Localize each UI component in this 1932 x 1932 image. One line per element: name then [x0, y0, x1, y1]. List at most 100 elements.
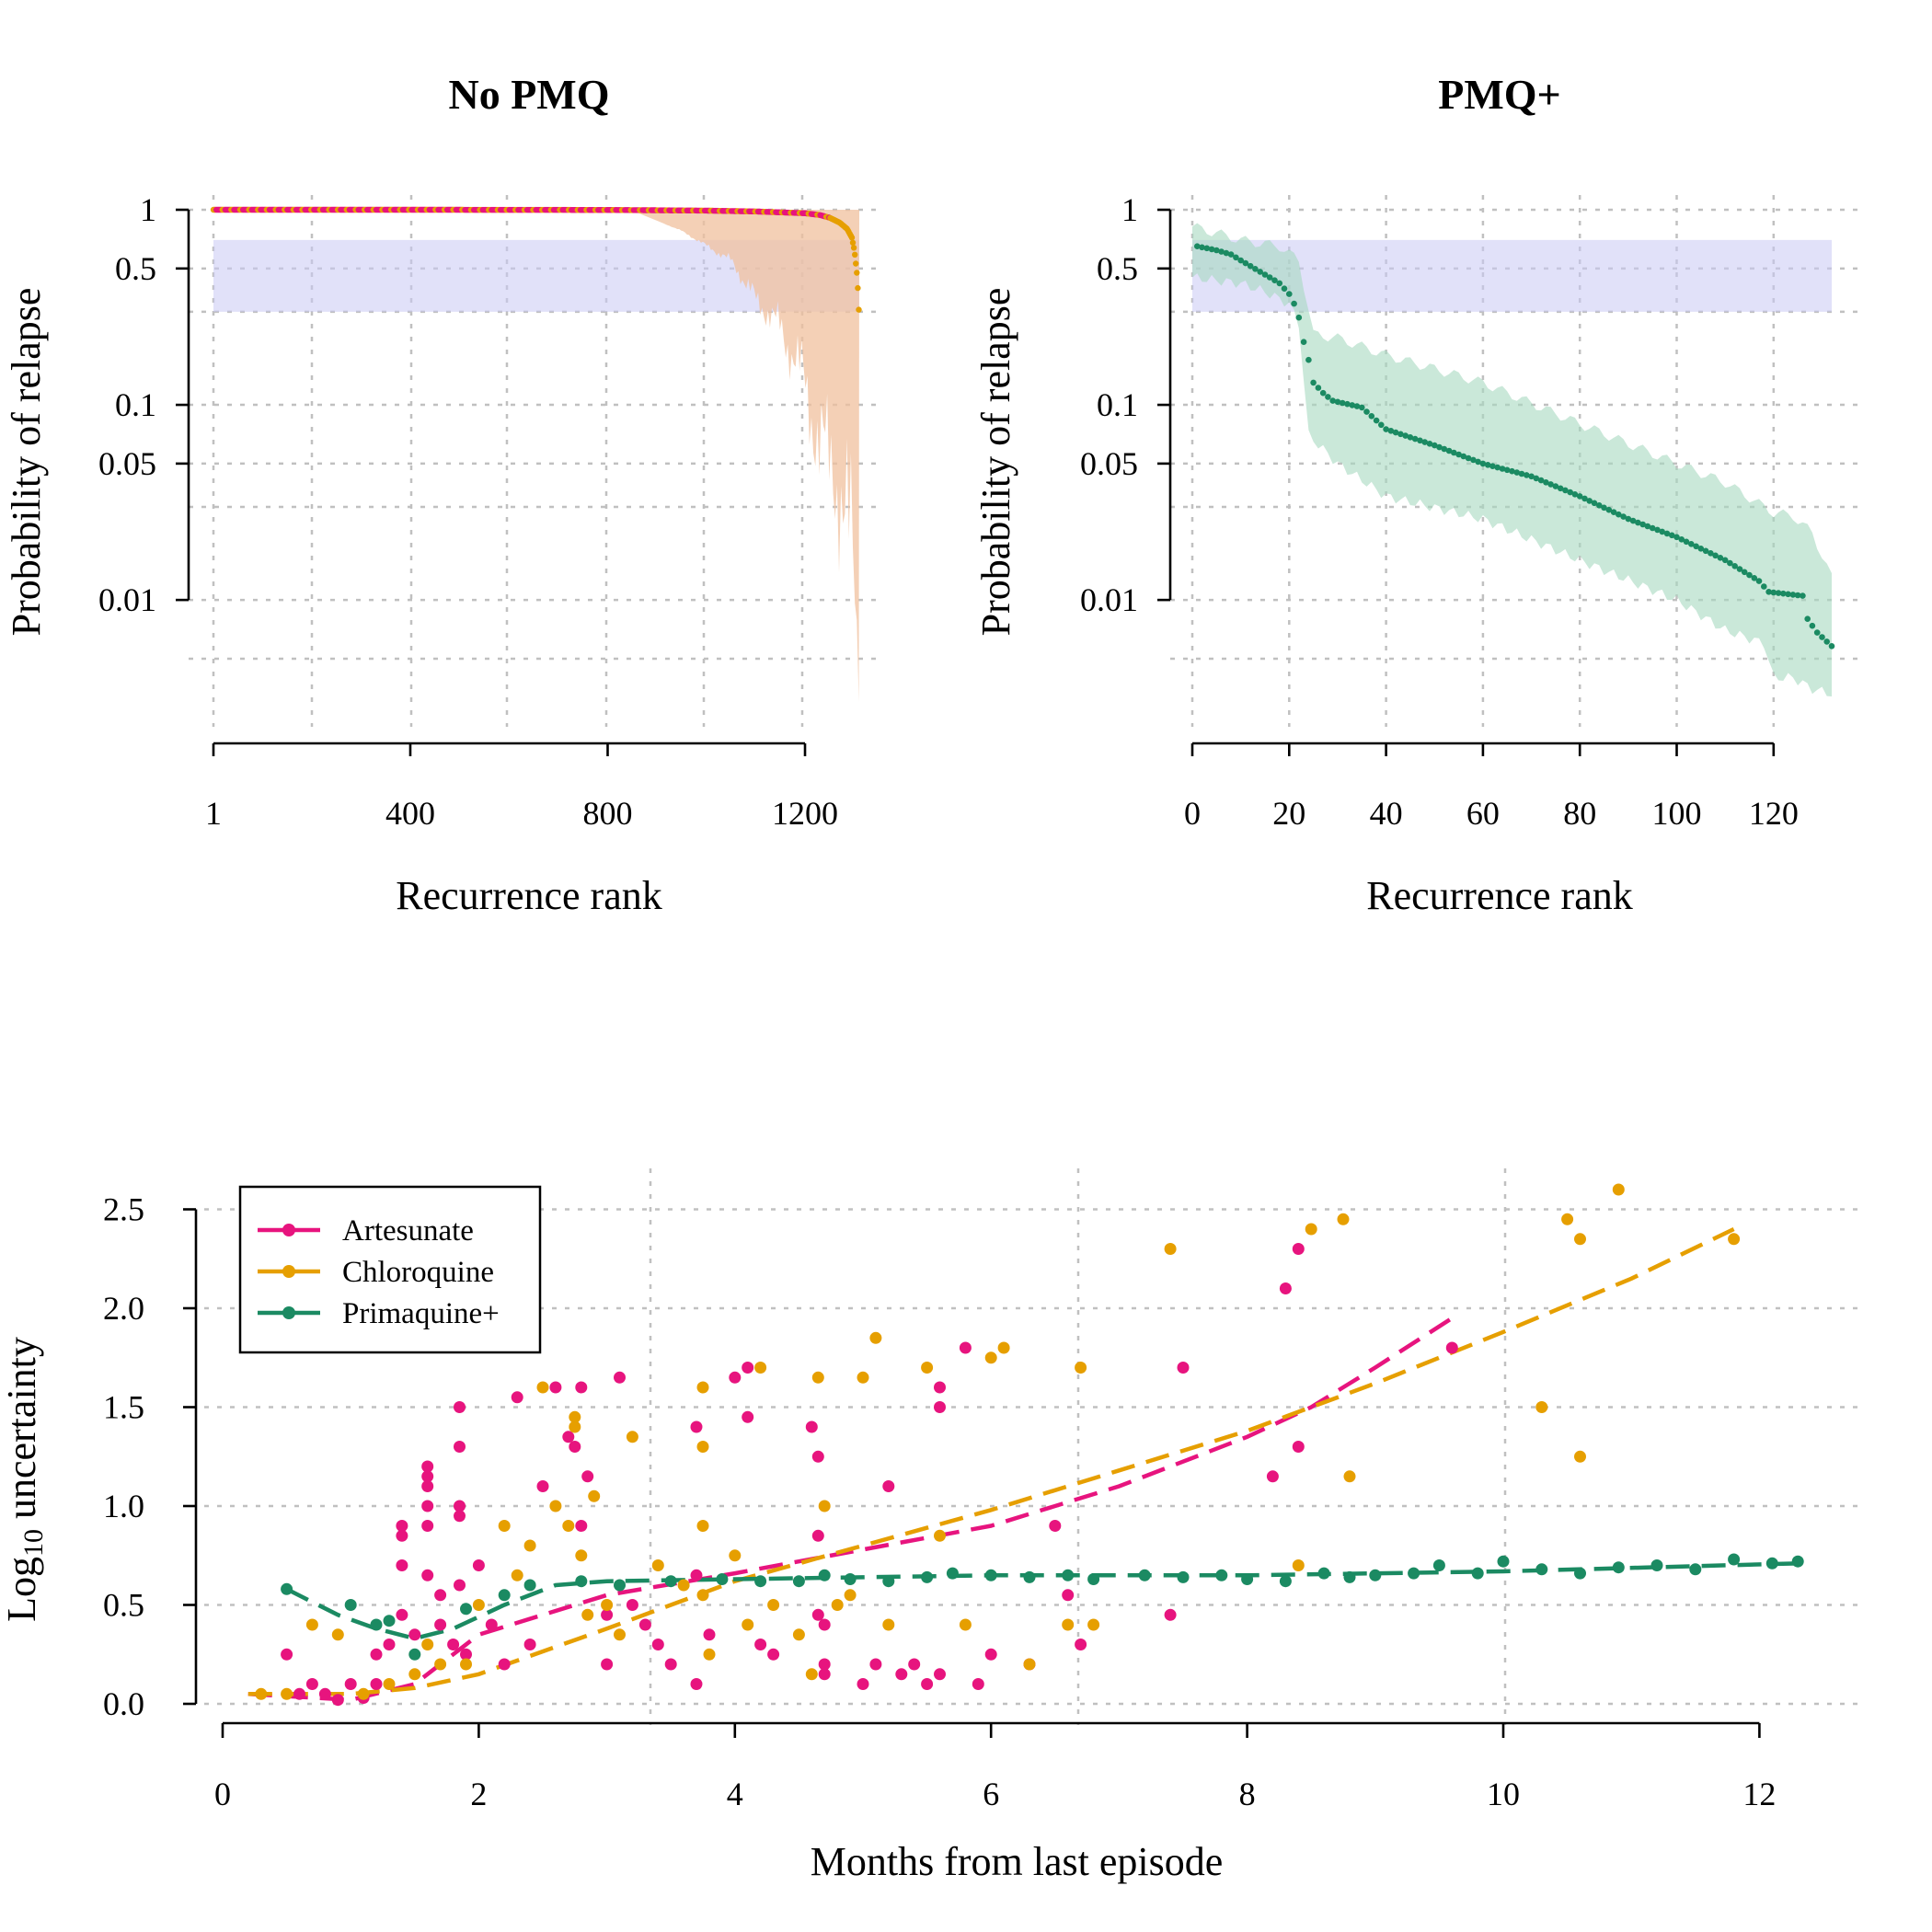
data-point — [460, 1658, 472, 1671]
data-point — [1164, 1243, 1177, 1255]
data-point — [1062, 1618, 1075, 1631]
legend-label: Artesunate — [342, 1214, 474, 1248]
data-point — [1693, 543, 1699, 550]
data-point — [811, 1450, 824, 1463]
data-point — [1736, 566, 1743, 572]
data-point — [1789, 592, 1797, 598]
data-point — [1343, 1570, 1356, 1583]
data-point — [1343, 1470, 1356, 1483]
data-point — [614, 1371, 626, 1384]
data-point — [1373, 417, 1380, 424]
data-point — [1601, 504, 1607, 512]
data-point — [1363, 408, 1370, 415]
data-point — [357, 1687, 370, 1700]
data-point — [588, 1489, 601, 1502]
y-tick-label: 0.1 — [1097, 386, 1138, 423]
data-point — [818, 1569, 831, 1581]
legend-label: Primaquine+ — [342, 1297, 500, 1330]
data-point — [767, 1599, 780, 1611]
data-point — [1208, 246, 1215, 253]
data-point — [1138, 1569, 1151, 1581]
data-point — [1334, 398, 1341, 406]
data-point — [1813, 629, 1821, 636]
data-point — [472, 1559, 485, 1571]
data-point — [498, 1658, 511, 1671]
data-point — [581, 1608, 594, 1621]
y-tick-label: 0.5 — [115, 250, 156, 287]
data-point — [984, 1569, 997, 1581]
data-point — [1387, 428, 1395, 434]
data-point — [651, 1639, 664, 1650]
legend-marker — [282, 1224, 295, 1236]
data-point — [1761, 583, 1767, 590]
data-point — [370, 1618, 383, 1631]
y-tick-label: 1 — [1121, 191, 1138, 228]
data-point — [716, 1573, 729, 1585]
data-point — [281, 1582, 293, 1595]
data-point — [792, 1628, 805, 1641]
y-tick-label: 0.0 — [103, 1685, 144, 1722]
data-point — [844, 1573, 857, 1585]
data-point — [690, 1678, 703, 1690]
data-point — [1279, 1282, 1292, 1294]
data-point — [1257, 269, 1263, 275]
data-point — [1213, 247, 1220, 254]
data-point — [1547, 481, 1554, 488]
data-point — [1794, 592, 1801, 599]
data-point — [754, 1575, 767, 1588]
data-point — [421, 1470, 434, 1483]
x-tick-label: 800 — [582, 795, 632, 832]
legend-marker — [282, 1265, 295, 1278]
data-point — [934, 1401, 946, 1413]
data-point — [1383, 426, 1389, 432]
data-point — [255, 1687, 268, 1700]
data-point — [421, 1639, 434, 1650]
data-point — [1305, 356, 1312, 363]
data-point — [1233, 254, 1239, 261]
data-point — [1075, 1639, 1087, 1650]
data-point — [1746, 571, 1753, 579]
data-point — [1727, 559, 1733, 567]
data-point — [1432, 442, 1438, 449]
x-tick-label: 1200 — [772, 795, 838, 832]
data-point — [1445, 447, 1453, 454]
data-point — [921, 1362, 934, 1374]
data-point — [1616, 511, 1622, 518]
data-point — [1576, 493, 1583, 500]
data-point — [421, 1500, 434, 1512]
panel-no-pmq-ci — [213, 210, 859, 702]
data-point — [454, 1510, 466, 1523]
data-point — [421, 1460, 434, 1473]
data-point — [811, 1371, 824, 1384]
data-point — [1557, 485, 1564, 492]
data-point — [1291, 300, 1297, 307]
data-point — [767, 1648, 780, 1661]
x-tick-label: 0 — [1184, 795, 1201, 832]
x-tick-label: 2 — [470, 1776, 487, 1812]
data-point — [1717, 555, 1724, 561]
data-point — [1329, 397, 1336, 404]
panel-no-pmq-axes: 1 0.5 0.1 0.05 0.01 1 400 800 1200 — [98, 191, 838, 832]
data-point — [460, 1603, 472, 1616]
data-point — [1279, 1575, 1292, 1588]
data-point — [1728, 1553, 1741, 1566]
data-point — [1612, 1561, 1625, 1574]
x-tick-label: 8 — [1239, 1776, 1256, 1812]
data-point — [1421, 439, 1428, 445]
data-point — [1392, 429, 1399, 436]
data-point — [853, 260, 859, 267]
data-point — [805, 1668, 818, 1681]
data-point — [729, 1549, 742, 1562]
data-point — [1823, 638, 1830, 645]
data-point — [934, 1381, 946, 1394]
data-point — [383, 1639, 396, 1650]
data-point — [696, 1381, 709, 1394]
data-point — [1605, 506, 1613, 513]
x-tick-label: 0 — [214, 1776, 231, 1812]
legend-marker — [282, 1306, 295, 1319]
data-point — [1471, 1567, 1484, 1580]
data-point — [1455, 451, 1462, 458]
data-point — [1497, 1555, 1510, 1568]
data-point — [575, 1520, 588, 1532]
y-tick-label: 0.01 — [1080, 581, 1138, 618]
